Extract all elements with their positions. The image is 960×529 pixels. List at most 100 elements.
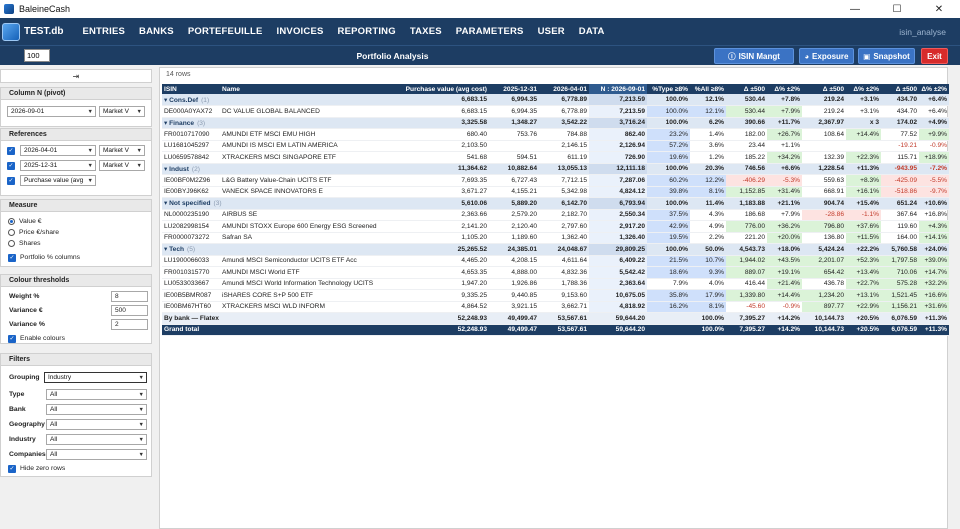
sidebar-collapse-button[interactable]: ⇥	[0, 69, 152, 83]
references-panel: References ✓ 2026-04-01 ▼ Market V ▼ ✓ 202…	[0, 128, 152, 196]
delta-pct-2-header[interactable]: Δ% ±2%	[846, 84, 881, 94]
menu-parameters[interactable]: PARAMETERS	[455, 26, 524, 37]
reference-1-checkbox[interactable]: ✓	[7, 146, 15, 155]
table-row[interactable]: LU1900066033 Amundi MSCI Semiconductor UC…	[162, 255, 949, 267]
pct-type-header[interactable]: %Type ≥8%	[647, 84, 690, 94]
companies-filter-select[interactable]: All ▼	[46, 449, 147, 460]
group-row[interactable]: ▾ Finance (3) 3,325.58 1,348.27 3,542.22 3,71…	[162, 117, 949, 129]
pct-all-header[interactable]: %All ≥8%	[690, 84, 726, 94]
reference-3-checkbox[interactable]: ✓	[7, 176, 15, 185]
weight-threshold-input[interactable]: 8	[111, 291, 148, 302]
isin-header[interactable]: ISIN	[162, 84, 220, 94]
menu-entries[interactable]: ENTRIES	[82, 26, 126, 37]
menu-taxes[interactable]: TAXES	[409, 26, 442, 37]
delta-1-header[interactable]: Δ ±500	[726, 84, 767, 94]
value-cell: +43.5%	[767, 255, 802, 267]
close-window-button[interactable]: ✕	[934, 3, 944, 15]
value-cell: 7,693.35	[402, 174, 489, 187]
date-2026-04-01-header[interactable]: 2026-04-01	[539, 84, 589, 94]
group-name-cell[interactable]: ▾ Finance (3)	[162, 117, 402, 129]
table-row[interactable]: FR0010717090 AMUNDI ETF MSCI EMU HIGH 680.…	[162, 128, 949, 141]
grouping-select[interactable]: Industry ▼	[44, 372, 147, 383]
table-row[interactable]: IE00B5BMR087 iSHARES CORE S+P 500 ETF 9,33…	[162, 289, 949, 302]
table-row[interactable]: LU2082998154 AMUNDI STOXX Europe 600 Ener…	[162, 220, 949, 233]
portfolio-pct-checkbox[interactable]: ✓	[8, 253, 16, 262]
value-cell: 49,499.47	[489, 324, 539, 336]
chevron-down-icon: ▼	[136, 108, 142, 115]
filters-heading: Filters	[1, 354, 151, 366]
menu-invoices[interactable]: INVOICES	[276, 26, 324, 37]
bank-subtotal-row[interactable]: By bank — Flatex 52,248.93 49,499.47 53,567…	[162, 312, 949, 325]
industry-filter-select[interactable]: All ▼	[46, 434, 147, 445]
pie-chart-icon: ◕	[804, 51, 810, 61]
pivot-date-header[interactable]: N : 2026-09-01	[589, 84, 647, 94]
isin-cell: DE000A0YAX72	[162, 105, 220, 118]
delta-3-header[interactable]: Δ ±500	[881, 84, 919, 94]
date-2025-12-31-header[interactable]: 2025-12-31	[489, 84, 539, 94]
reference-2-date-select[interactable]: 2025-12-31 ▼	[20, 160, 96, 171]
group-row[interactable]: ▾ Cons.Def (1) 6,683.15 6,994.35 6,778.89 7,2…	[162, 94, 949, 106]
enable-colours-checkbox[interactable]: ✓	[8, 334, 16, 343]
table-row[interactable]: IE00BF0M2Z96 L&G Battery Value-Chain UCIT…	[162, 174, 949, 187]
reference-1-mode-select[interactable]: Market V ▼	[99, 145, 145, 156]
table-row[interactable]: FR0000073272 Safran SA 1,105.20 1,189.60 1,3…	[162, 232, 949, 244]
isin-management-button[interactable]: ⓘ ISIN Mangt	[714, 48, 794, 64]
group-name-cell[interactable]: ▾ Cons.Def (1)	[162, 94, 402, 106]
maximize-button[interactable]: ☐	[892, 3, 902, 15]
group-row[interactable]: ▾ Not specified (3) 5,610.06 5,889.20 6,142.…	[162, 197, 949, 210]
group-row[interactable]: ▾ Indust (2) 11,364.62 10,882.64 13,055.13 12…	[162, 163, 949, 175]
hide-zero-rows-checkbox[interactable]: ✓	[8, 464, 16, 473]
table-row[interactable]: IE00BM67HT60 XTRACKERS MSCI WLD INFORM 4,8…	[162, 301, 949, 313]
table-row[interactable]: FR0010315770 AMUNDI MSCI World ETF 4,653.3…	[162, 266, 949, 279]
delta-pct-1-header[interactable]: Δ% ±2%	[767, 84, 802, 94]
delta-pct-3-header[interactable]: Δ% ±2%	[919, 84, 949, 94]
menu-portefeuille[interactable]: PORTEFEUILLE	[187, 26, 263, 37]
value-cell: 52,248.93	[402, 324, 489, 336]
delta-2-header[interactable]: Δ ±500	[802, 84, 846, 94]
group-name-cell[interactable]: ▾ Not specified (3)	[162, 197, 402, 210]
pivot-mode-select[interactable]: Market V ▼	[99, 106, 145, 117]
name-header[interactable]: Name	[220, 84, 402, 94]
group-row[interactable]: ▾ Tech (5) 25,265.52 24,385.01 24,048.67 29,8…	[162, 243, 949, 256]
table-row[interactable]: IE00BYJ96K62 VANECK SPACE INNOVATORS E 3,6…	[162, 186, 949, 198]
menu-reporting[interactable]: REPORTING	[337, 26, 396, 37]
grouping-label: Grouping	[9, 374, 40, 381]
table-row[interactable]: LU0659578842 XTRACKERS MSCI SINGAPORE ETF…	[162, 151, 949, 164]
snapshot-button[interactable]: ▣ Snapshot	[858, 48, 915, 64]
row-limit-input[interactable]: 100	[24, 49, 50, 62]
value-cell: +31.6%	[919, 301, 949, 313]
menu-banks[interactable]: BANKS	[139, 26, 174, 37]
pivot-date-select[interactable]: 2026-09-01 ▼	[7, 106, 96, 117]
reference-1-date-select[interactable]: 2026-04-01 ▼	[20, 145, 96, 156]
measure-price-radio[interactable]	[8, 229, 15, 236]
group-name-cell[interactable]: ▾ Indust (2)	[162, 163, 402, 175]
value-cell: +32.2%	[919, 278, 949, 290]
type-filter-select[interactable]: All ▼	[46, 389, 147, 400]
menu-data[interactable]: DATA	[578, 26, 605, 37]
value-cell: 11.4%	[690, 197, 726, 210]
grand-total-row[interactable]: Grand total 52,248.93 49,499.47 53,567.61 59…	[162, 324, 949, 336]
minimize-button[interactable]: —	[850, 3, 860, 15]
menu-user[interactable]: USER	[537, 26, 565, 37]
reference-2-mode-select[interactable]: Market V ▼	[99, 160, 145, 171]
geography-filter-select[interactable]: All ▼	[46, 419, 147, 430]
exit-button[interactable]: Exit	[921, 48, 948, 64]
variance-eur-threshold-input[interactable]: 500	[111, 305, 148, 316]
exposure-button[interactable]: ◕ Exposure	[799, 48, 854, 64]
bank-filter-select[interactable]: All ▼	[46, 404, 147, 415]
table-row[interactable]: NL0000235190 AIRBUS SE 2,363.66 2,579.20 2,1…	[162, 209, 949, 221]
value-cell: 100.0%	[647, 105, 690, 118]
group-name-cell[interactable]: ▾ Tech (5)	[162, 243, 402, 256]
variance-pct-threshold-input[interactable]: 2	[111, 319, 148, 330]
table-row[interactable]: LU1681045297 AMUNDI IS MSCI EM LATIN AMER…	[162, 140, 949, 152]
purchase-value-header[interactable]: Purchase value (avg cost)	[402, 84, 489, 94]
measure-value-radio[interactable]	[8, 218, 15, 225]
reference-2-checkbox[interactable]: ✓	[7, 161, 15, 170]
reference-3-date-select[interactable]: Purchase value (avg ▼	[20, 175, 96, 186]
value-cell: 77.52	[881, 128, 919, 141]
table-row[interactable]: DE000A0YAX72 DC VALUE GLOBAL BALANCED 6,68…	[162, 105, 949, 118]
measure-shares-radio[interactable]	[8, 240, 15, 247]
table-row[interactable]: LU0533033667 Amundi MSCI World Informatio…	[162, 278, 949, 290]
value-cell: +8.3%	[846, 174, 881, 187]
value-cell: +14.7%	[919, 266, 949, 279]
